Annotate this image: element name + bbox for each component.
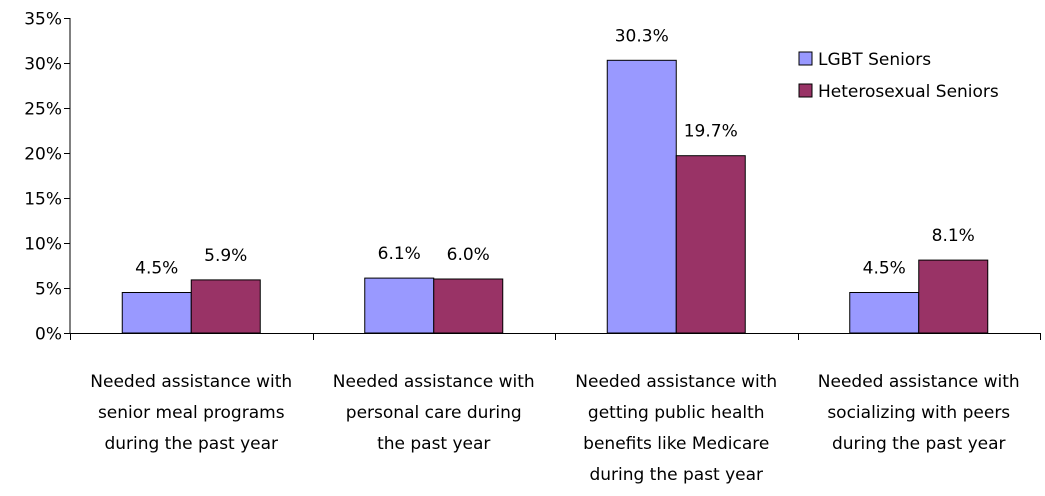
y-tick-label: 20%: [24, 145, 62, 165]
bar-lgbt-1: [364, 277, 435, 334]
y-tick-label: 35%: [24, 10, 62, 30]
category-label-line: the past year: [377, 434, 490, 454]
category-label-line: Needed assistance with: [333, 372, 535, 392]
legend-swatch: [798, 51, 813, 66]
y-tick-label: 10%: [24, 235, 62, 255]
bar-heterosexual-3: [918, 259, 989, 334]
data-labels: 4.5% 5.9% 6.1% 6.0% 30.3% 19.7% 4.5% 8.1%: [135, 26, 975, 278]
data-label: 19.7%: [684, 122, 738, 142]
data-label: 8.1%: [932, 226, 975, 246]
data-label: 6.0%: [447, 245, 490, 265]
bar-heterosexual-1: [433, 278, 504, 334]
y-tick-label: 0%: [35, 325, 62, 345]
bar-lgbt-2: [606, 59, 677, 334]
category-label-line: personal care during: [346, 403, 522, 423]
category-label-line: Needed assistance with: [90, 372, 292, 392]
category-label-line: getting public health: [588, 403, 765, 423]
data-label: 6.1%: [378, 244, 421, 264]
category-labels: Needed assistance with senior meal progra…: [90, 372, 1019, 485]
category-label-line: during the past year: [589, 465, 763, 485]
category-label-line: during the past year: [104, 434, 278, 454]
bar-heterosexual-2: [675, 155, 746, 334]
category-label-line: senior meal programs: [98, 403, 285, 423]
y-axis: 0% 5% 10% 15% 20% 25% 30% 35%: [24, 10, 71, 345]
category-label-line: socializing with peers: [827, 403, 1010, 423]
bar-lgbt-0: [121, 292, 192, 334]
y-tick-label: 25%: [24, 100, 62, 120]
category-label: Needed assistance with senior meal progra…: [90, 372, 292, 454]
data-label: 4.5%: [135, 259, 178, 279]
category-label-line: benefits like Medicare: [583, 434, 769, 454]
y-tick-label: 15%: [24, 190, 62, 210]
category-label-line: Needed assistance with: [818, 372, 1020, 392]
legend-swatch: [798, 83, 813, 98]
category-label-line: Needed assistance with: [575, 372, 777, 392]
legend: LGBT Seniors Heterosexual Seniors: [798, 50, 999, 102]
data-label: 5.9%: [204, 246, 247, 266]
bar-lgbt-3: [849, 292, 920, 334]
data-label: 30.3%: [615, 26, 669, 46]
y-tick-label: 30%: [24, 55, 62, 75]
category-label: Needed assistance with personal care duri…: [333, 372, 535, 454]
x-axis: [70, 333, 1041, 340]
legend-label: Heterosexual Seniors: [818, 82, 999, 102]
category-label: Needed assistance with socializing with p…: [818, 372, 1020, 454]
bar-heterosexual-0: [190, 279, 261, 334]
legend-label: LGBT Seniors: [818, 50, 931, 70]
category-label-line: during the past year: [832, 434, 1006, 454]
bars: [121, 59, 989, 334]
data-label: 4.5%: [863, 259, 906, 279]
y-tick-label: 5%: [35, 280, 62, 300]
category-label: Needed assistance with getting public hea…: [575, 372, 777, 485]
